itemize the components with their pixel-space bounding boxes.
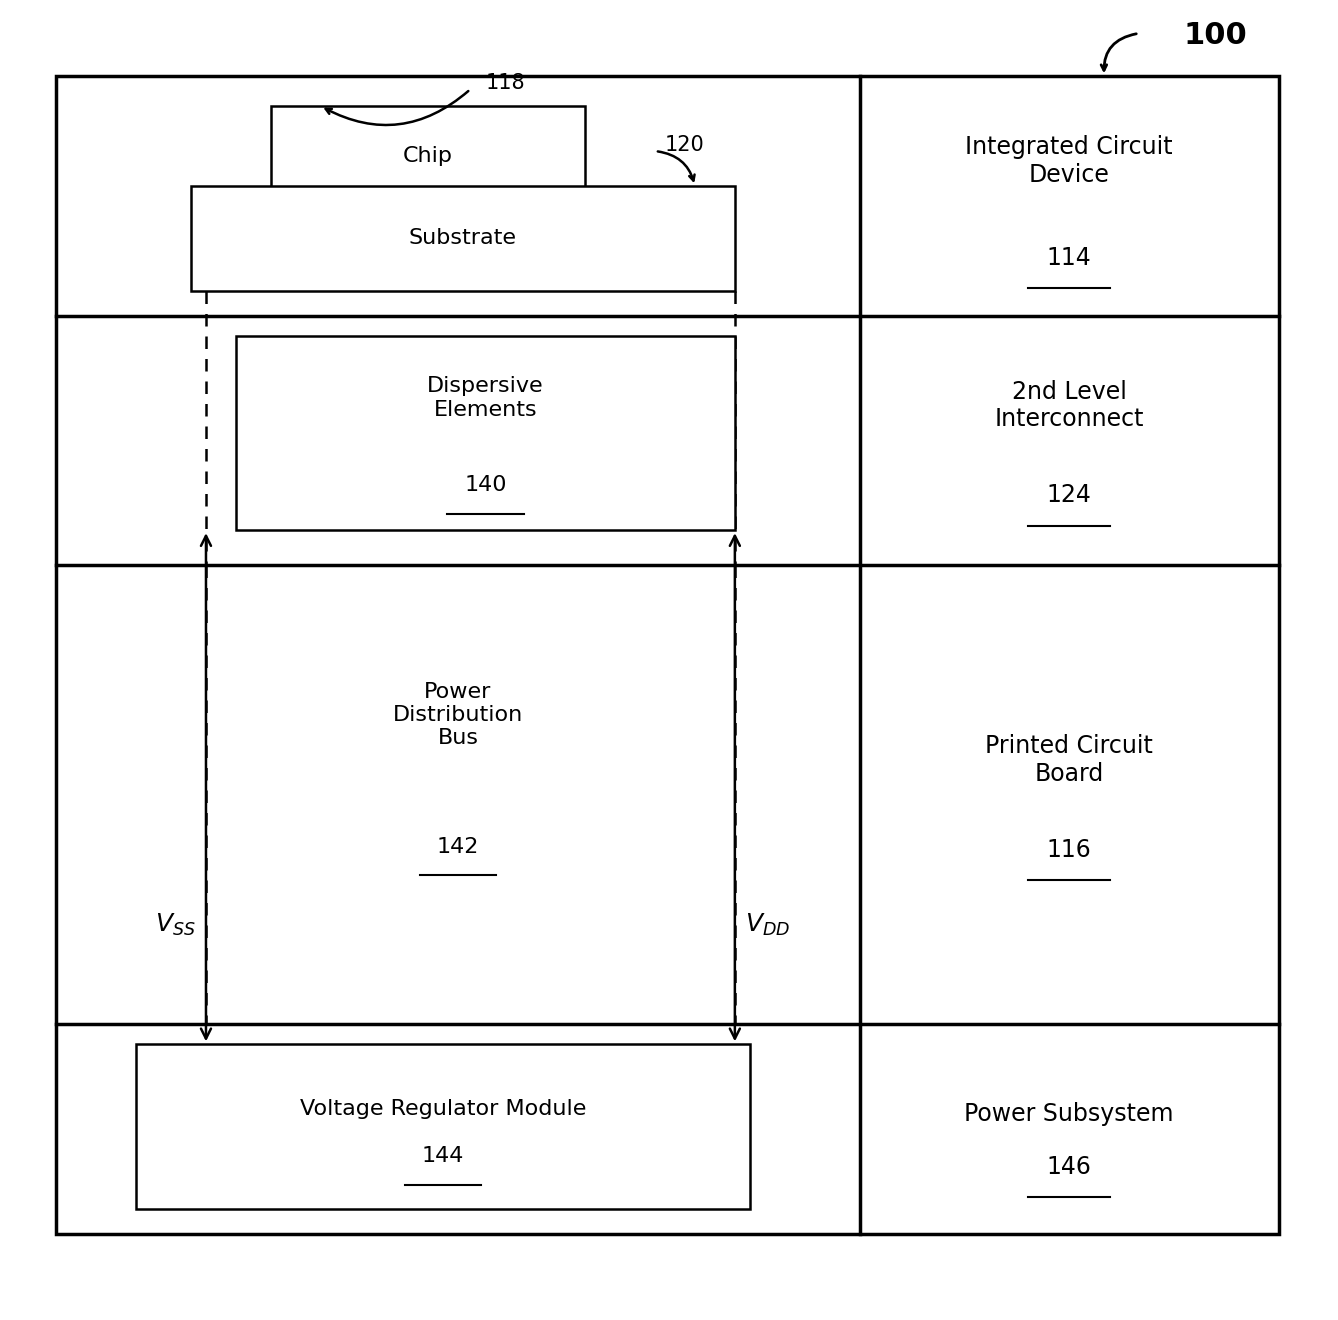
Text: Chip: Chip — [403, 147, 454, 166]
Text: 100: 100 — [1184, 21, 1247, 50]
Text: 2nd Level
Interconnect: 2nd Level Interconnect — [994, 380, 1144, 432]
Text: Substrate: Substrate — [409, 228, 516, 248]
Bar — [235, 335, 735, 531]
Text: Power
Distribution
Bus: Power Distribution Bus — [393, 681, 523, 748]
Text: 120: 120 — [665, 135, 705, 154]
Bar — [136, 1044, 749, 1209]
Bar — [270, 106, 585, 206]
Text: 142: 142 — [436, 837, 479, 857]
Text: Power Subsystem: Power Subsystem — [965, 1102, 1173, 1126]
Text: 118: 118 — [486, 73, 524, 94]
Text: $V_{DD}$: $V_{DD}$ — [745, 911, 789, 937]
Text: Dispersive
Elements: Dispersive Elements — [427, 376, 543, 420]
Text: 116: 116 — [1046, 838, 1092, 862]
Text: 144: 144 — [421, 1147, 464, 1167]
Text: 124: 124 — [1046, 483, 1092, 507]
Bar — [56, 77, 1279, 1234]
Text: 114: 114 — [1046, 246, 1092, 269]
Bar — [191, 186, 735, 290]
Text: Integrated Circuit
Device: Integrated Circuit Device — [965, 135, 1173, 187]
Text: $V_{SS}$: $V_{SS}$ — [155, 911, 195, 937]
Text: 146: 146 — [1046, 1155, 1092, 1179]
Text: Printed Circuit
Board: Printed Circuit Board — [985, 734, 1153, 785]
Text: Voltage Regulator Module: Voltage Regulator Module — [300, 1098, 586, 1118]
Text: 140: 140 — [464, 475, 507, 495]
